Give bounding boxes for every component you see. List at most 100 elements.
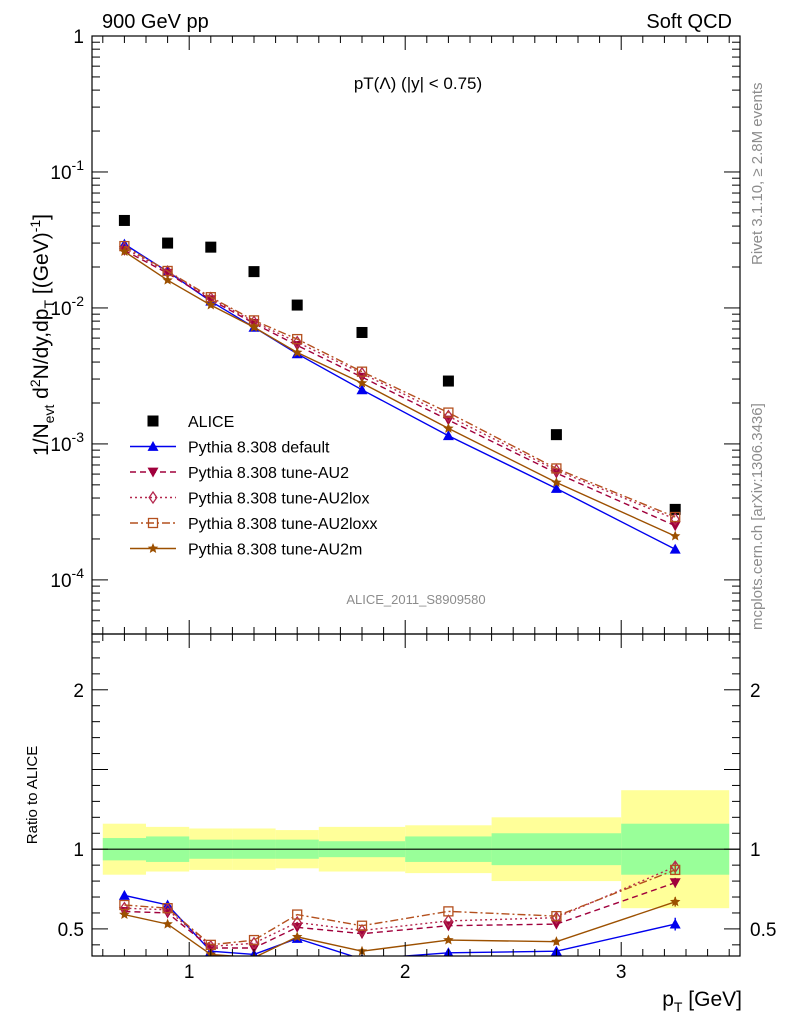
main-point xyxy=(292,333,303,345)
x-tick-label: 2 xyxy=(400,962,411,983)
main-point xyxy=(669,503,681,515)
y-axis-title-ratio: Ratio to ALICE xyxy=(24,746,41,844)
legend-marker xyxy=(147,543,159,553)
ratio-point xyxy=(670,864,681,876)
ratio-point xyxy=(443,914,454,928)
rivet-note: Rivet 3.1.10, ≥ 2.8M events xyxy=(749,83,766,266)
main-point xyxy=(551,477,562,487)
ratio-point xyxy=(669,896,681,907)
ratio-point xyxy=(292,915,302,930)
legend-entry: Pythia 8.308 tune-AU2m xyxy=(130,542,362,559)
ratio-y-tick-label-right: 1 xyxy=(750,840,761,861)
ratio-frame xyxy=(91,633,741,957)
ratio-series-line xyxy=(124,882,676,949)
main-point xyxy=(669,530,681,541)
ratio-panel: 1 2 3 0.5 0.5 1 1 2 2 xyxy=(58,633,776,983)
main-series-0 xyxy=(118,214,681,515)
legend-label: ALICE xyxy=(188,414,234,431)
main-point xyxy=(291,347,303,357)
main-point xyxy=(356,377,368,388)
main-point xyxy=(442,375,454,387)
ratio-point xyxy=(356,920,368,931)
ratio-point xyxy=(669,878,681,889)
x-tick-label: 1 xyxy=(184,962,195,983)
main-point xyxy=(670,511,681,523)
main-point xyxy=(162,237,174,249)
main-point xyxy=(669,543,681,554)
ratio-series-line xyxy=(124,866,676,948)
main-point xyxy=(248,321,260,332)
y-tick-label: 10-4 xyxy=(50,565,84,592)
legend-marker xyxy=(147,441,159,451)
ratio-series-2 xyxy=(119,860,680,954)
y-tick-label: 10-3 xyxy=(50,429,84,456)
y-axis-title-main: 1/Nevt d2N/dy,dpT [(GeV)-1] xyxy=(27,214,57,456)
legend-label: Pythia 8.308 tune-AU2loxx xyxy=(188,516,377,533)
main-point xyxy=(550,429,562,441)
ratio-point xyxy=(119,909,130,919)
legend-entry: ALICE xyxy=(147,414,234,431)
legend-label: Pythia 8.308 tune-AU2 xyxy=(188,465,349,482)
ratio-point xyxy=(443,934,454,945)
legend-entry: Pythia 8.308 tune-AU2loxx xyxy=(130,516,377,533)
ratio-point xyxy=(443,906,454,917)
main-series-5 xyxy=(119,246,681,541)
legend-label: Pythia 8.308 tune-AU2lox xyxy=(188,491,369,508)
ratio-point xyxy=(162,918,173,929)
y-axis-title-main-text: 1/Nevt d2N/dy,dpT [(GeV)-1] xyxy=(27,214,57,456)
x-axis-title-text: pT [GeV] xyxy=(662,988,742,1015)
main-series-line xyxy=(124,249,676,527)
ratio-y-tick-label: 0.5 xyxy=(58,920,84,941)
main-point xyxy=(443,407,454,418)
legend: ALICE Pythia 8.308 default Pythia 8.308 tu… xyxy=(130,414,377,559)
x-axis-title: pT [GeV] xyxy=(662,988,742,1015)
main-point xyxy=(119,246,130,256)
ratio-y-tick-label: 2 xyxy=(73,681,84,702)
main-point xyxy=(291,299,303,311)
ratio-point xyxy=(162,903,173,914)
ratio-series-4 xyxy=(119,896,681,956)
ratio-point xyxy=(249,936,259,950)
main-point xyxy=(162,274,173,285)
ratio-point xyxy=(162,903,173,917)
main-point xyxy=(443,422,454,433)
legend-marker xyxy=(147,467,159,478)
legend-entry: Pythia 8.308 tune-AU2 xyxy=(130,465,349,482)
y-tick-label: 10-1 xyxy=(50,157,84,184)
main-series-4 xyxy=(119,240,681,523)
ratio-y-tick-label-right: 2 xyxy=(750,681,761,702)
ratio-point xyxy=(205,943,217,954)
main-point xyxy=(356,366,368,377)
ratio-point xyxy=(669,918,681,929)
watermark: ALICE_2011_S8909580 xyxy=(346,592,485,607)
ratio-point xyxy=(551,936,562,947)
ratio-point xyxy=(292,909,303,920)
legend-entry: Pythia 8.308 default xyxy=(130,440,330,457)
legend-entry: Pythia 8.308 tune-AU2lox xyxy=(130,491,369,508)
header-left: 900 GeV pp xyxy=(102,11,209,33)
ratio-point xyxy=(248,934,260,946)
main-panel: 110-110-210-310-4 pT(Λ) (|y| < 0.75) ALI… xyxy=(50,27,741,635)
main-point xyxy=(669,521,681,532)
main-point xyxy=(162,268,174,279)
main-point xyxy=(443,409,454,423)
main-series-2 xyxy=(118,245,681,532)
main-series-line xyxy=(124,245,676,518)
ratio-point xyxy=(550,919,562,930)
main-point xyxy=(550,483,562,493)
ratio-point xyxy=(357,923,367,938)
legend-marker xyxy=(148,490,158,505)
main-point xyxy=(670,512,680,526)
ratio-point xyxy=(291,931,303,942)
main-point xyxy=(551,463,562,474)
ratio-point xyxy=(551,910,562,922)
ratio-point xyxy=(118,889,130,900)
legend-label: Pythia 8.308 default xyxy=(188,440,330,457)
main-point xyxy=(551,463,562,477)
ratio-y-tick-label-right: 0.5 xyxy=(750,920,776,941)
main-title: pT(Λ) (|y| < 0.75) xyxy=(354,74,482,93)
x-tick-label: 3 xyxy=(616,962,627,983)
main-point xyxy=(248,266,260,278)
ratio-series-line xyxy=(124,869,676,946)
